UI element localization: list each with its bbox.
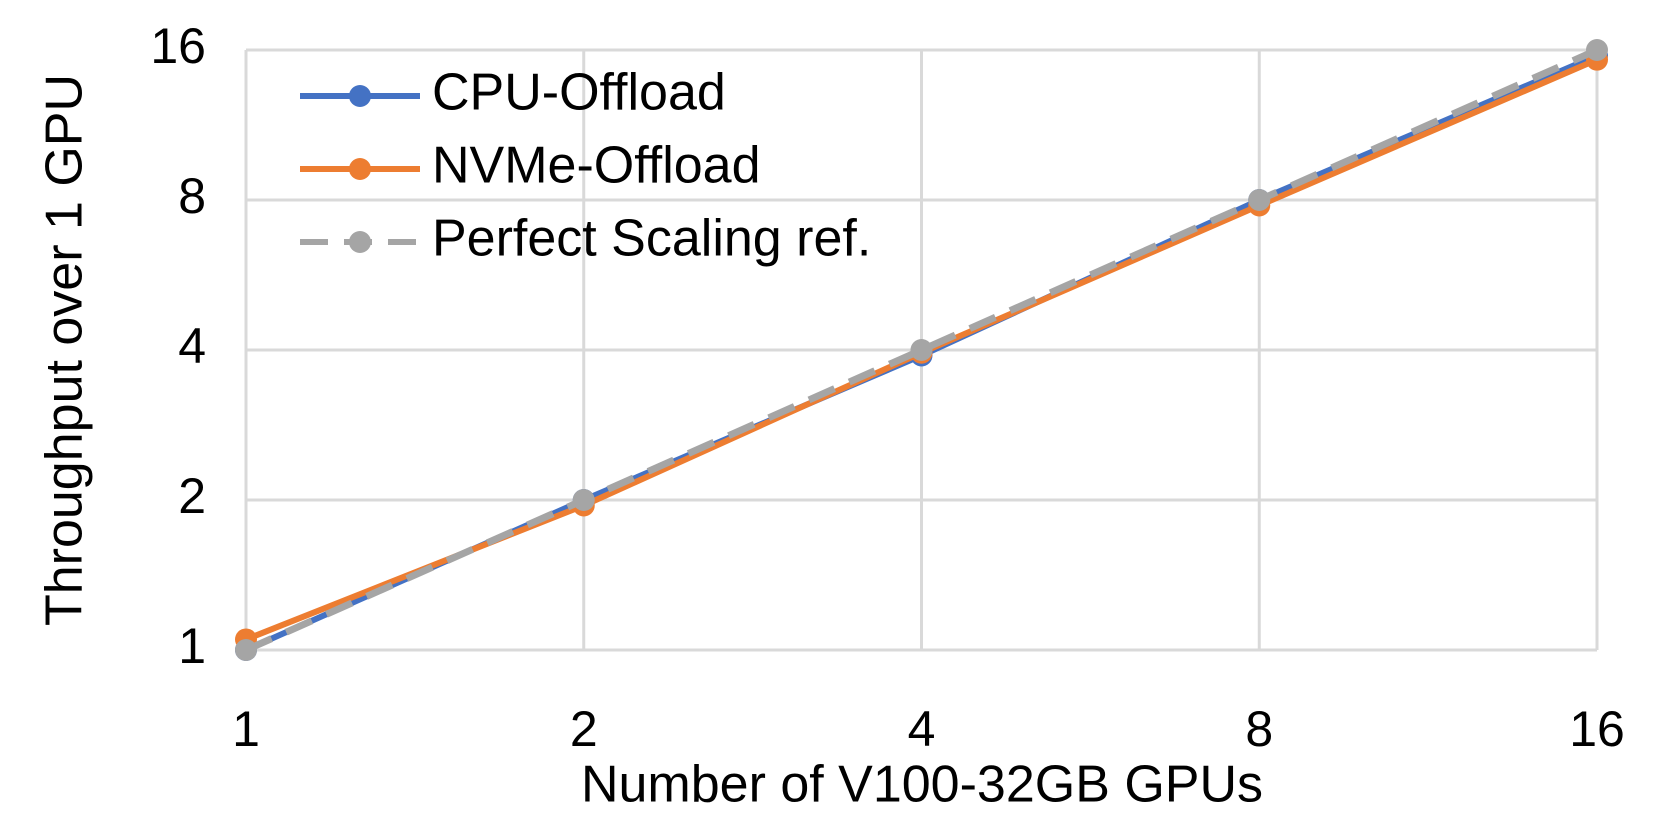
y-tick-label: 4 [178, 318, 206, 374]
y-tick-label: 8 [178, 168, 206, 224]
y-tick-label: 2 [178, 468, 206, 524]
marker [910, 339, 933, 361]
marker [1586, 39, 1608, 61]
series-line [244, 46, 1599, 654]
x-tick-label: 2 [570, 701, 598, 757]
marker [1248, 189, 1271, 211]
legend-label: NVMe-Offload [432, 137, 761, 195]
legend-marker [349, 231, 371, 253]
marker [572, 489, 595, 511]
legend-marker [349, 85, 371, 107]
legend-marker [349, 158, 371, 180]
x-tick-label: 1 [232, 701, 260, 757]
marker [235, 639, 257, 661]
x-tick-label: 8 [1245, 701, 1273, 757]
x-tick-label: 16 [1569, 701, 1625, 757]
x-axis-label: Number of V100-32GB GPUs [581, 756, 1263, 814]
legend-label: Perfect Scaling ref. [432, 210, 871, 268]
y-tick-label: 1 [178, 618, 206, 674]
x-tick-label: 4 [908, 701, 936, 757]
legend-label: CPU-Offload [432, 64, 726, 122]
y-tick-label: 16 [150, 18, 206, 74]
y-axis-label: Throughput over 1 GPU [36, 74, 94, 626]
